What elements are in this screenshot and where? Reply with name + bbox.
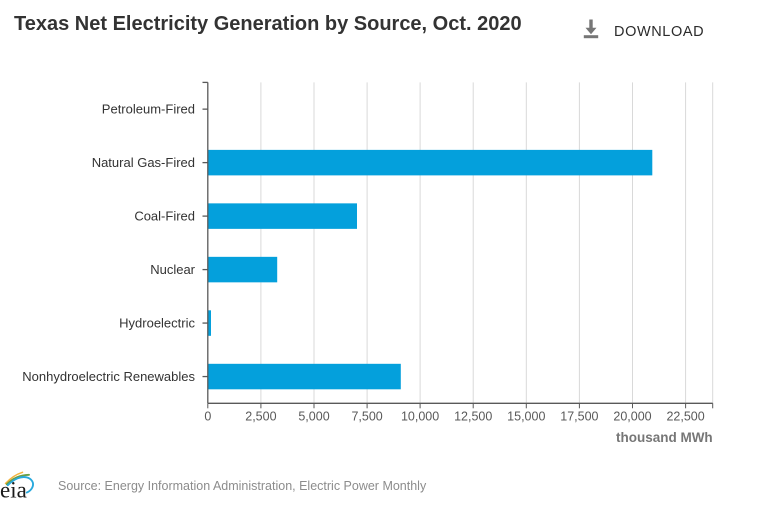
svg-text:thousand MWh: thousand MWh — [616, 430, 713, 445]
svg-text:5,000: 5,000 — [298, 410, 329, 424]
svg-text:Natural Gas-Fired: Natural Gas-Fired — [92, 155, 195, 170]
svg-text:Nonhydroelectric Renewables: Nonhydroelectric Renewables — [22, 369, 195, 384]
svg-text:17,500: 17,500 — [560, 410, 598, 424]
svg-text:Coal-Fired: Coal-Fired — [134, 209, 195, 224]
svg-text:0: 0 — [204, 410, 211, 424]
svg-text:15,000: 15,000 — [507, 410, 545, 424]
svg-text:10,000: 10,000 — [401, 410, 439, 424]
svg-text:7,500: 7,500 — [351, 410, 382, 424]
svg-text:20,000: 20,000 — [613, 410, 651, 424]
svg-text:22,500: 22,500 — [666, 410, 704, 424]
svg-text:12,500: 12,500 — [454, 410, 492, 424]
svg-text:Nuclear: Nuclear — [150, 262, 195, 277]
svg-text:Hydroelectric: Hydroelectric — [119, 316, 195, 331]
svg-text:eia: eia — [0, 478, 27, 501]
svg-text:Petroleum-Fired: Petroleum-Fired — [102, 102, 195, 117]
svg-text:2,500: 2,500 — [245, 410, 276, 424]
